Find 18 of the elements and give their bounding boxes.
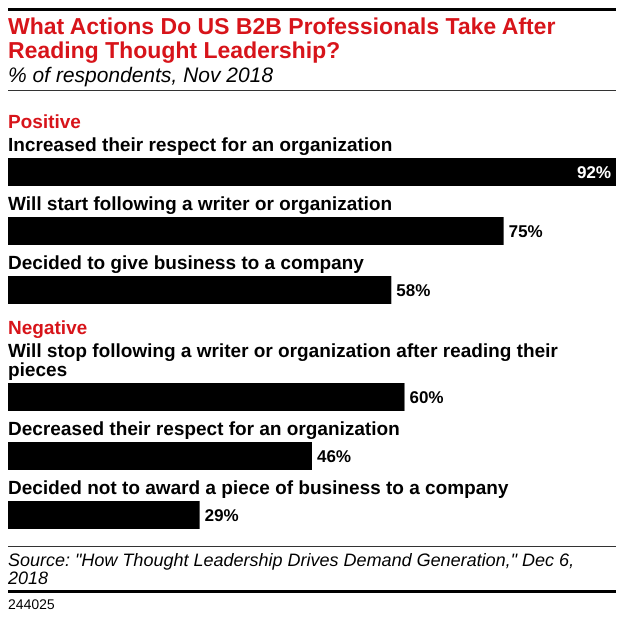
data-label: 46% [317,447,352,466]
y-tick-label: Decided to give business to a company [8,253,364,274]
y-tick-label: Decreased their respect for an organization [8,419,400,440]
chart-subtitle: % of respondents, Nov 2018 [8,64,274,87]
y-tick-label: Negative [8,318,88,339]
data-label: 92% [576,163,611,182]
y-tick-label: Increased their respect for an organization [8,135,392,156]
y-tick-label: Positive [8,112,81,133]
text: 244025 [8,596,55,612]
data-label: 29% [204,506,239,525]
y-tick-label: Will stop following a writer or organization after reading their pieces [8,341,558,381]
y-tick-label: Will start following a writer or organization [8,194,392,215]
data-label: 60% [410,388,444,407]
y-tick-label: Decided not to award a piece of business to a company [8,478,509,499]
source-note: Source: "How Thought Leadership Drives Demand Generation," Dec 6, 2018 [7,550,574,588]
data-label: 58% [396,281,430,300]
chart-title: What Actions Do US B2B Professionals Take After Reading Thought Leadership? [8,13,556,63]
data-label: 75% [508,222,543,241]
